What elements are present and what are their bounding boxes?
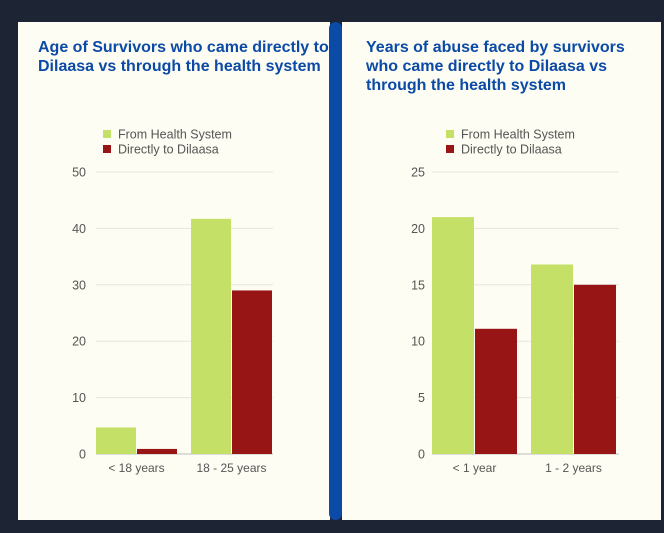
legend-label: Directly to Dilaasa (461, 143, 562, 157)
bar (96, 427, 136, 454)
y-tick-label: 10 (72, 391, 86, 405)
y-tick-label: 30 (72, 278, 86, 292)
x-category-label: < 1 year (453, 461, 497, 475)
bar (137, 449, 177, 454)
y-tick-label: 0 (79, 448, 86, 462)
y-tick-label: 40 (72, 222, 86, 236)
panel-divider (329, 22, 342, 520)
legend-swatch (103, 145, 111, 153)
x-category-label: < 18 years (108, 461, 164, 475)
legend-swatch (446, 145, 454, 153)
bar (191, 219, 231, 454)
y-tick-label: 0 (418, 448, 425, 462)
bar (531, 264, 573, 454)
x-category-label: 1 - 2 years (545, 461, 602, 475)
y-tick-label: 25 (411, 166, 425, 180)
y-tick-label: 20 (72, 335, 86, 349)
y-tick-label: 50 (72, 166, 86, 180)
x-category-label: 18 - 25 years (196, 461, 266, 475)
y-tick-label: 10 (411, 335, 425, 349)
legend-swatch (446, 130, 454, 138)
bar (475, 329, 517, 454)
legend-label: From Health System (461, 128, 575, 142)
y-tick-label: 5 (418, 391, 425, 405)
chart-panel-age: Age of Survivors who came directly to Di… (18, 22, 330, 520)
bar (232, 290, 272, 454)
y-tick-label: 15 (411, 278, 425, 292)
legend-label: From Health System (118, 128, 232, 142)
y-tick-label: 20 (411, 222, 425, 236)
bar (574, 285, 616, 454)
bar (432, 217, 474, 454)
chart-panel-years: Years of abuse faced by survivors who ca… (342, 22, 661, 520)
legend-label: Directly to Dilaasa (118, 143, 219, 157)
legend-swatch (103, 130, 111, 138)
